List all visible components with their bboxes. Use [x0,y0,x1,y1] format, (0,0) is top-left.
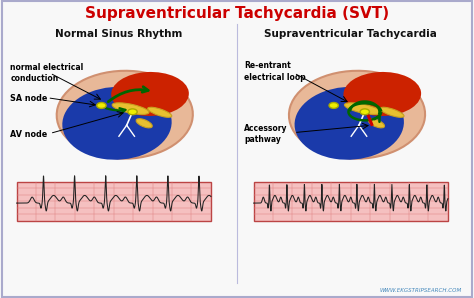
Text: WWW.EKGSTRIPSEARCH.COM: WWW.EKGSTRIPSEARCH.COM [380,288,462,293]
Text: Normal Sinus Rhythm: Normal Sinus Rhythm [55,29,182,39]
Text: normal electrical
conduction: normal electrical conduction [10,63,84,83]
Text: AV node: AV node [10,130,48,139]
Ellipse shape [368,119,384,128]
Text: Accessory
pathway: Accessory pathway [244,124,288,144]
Text: Supraventricular Tachycardia (SVT): Supraventricular Tachycardia (SVT) [85,6,389,21]
Ellipse shape [136,119,152,128]
Ellipse shape [380,107,404,117]
Text: Supraventricular Tachycardia: Supraventricular Tachycardia [264,29,437,39]
Ellipse shape [329,103,338,108]
Ellipse shape [128,109,137,115]
FancyBboxPatch shape [254,182,448,221]
Ellipse shape [360,109,369,115]
Ellipse shape [97,103,106,108]
Ellipse shape [294,87,404,160]
Text: SA node: SA node [10,94,48,103]
Text: Re-entrant
electrical loop: Re-entrant electrical loop [244,61,306,82]
FancyBboxPatch shape [17,182,211,221]
Ellipse shape [345,103,381,114]
Ellipse shape [344,72,421,116]
Ellipse shape [289,71,425,159]
Ellipse shape [62,87,172,160]
Ellipse shape [57,71,193,159]
Ellipse shape [112,103,149,114]
Ellipse shape [148,107,172,117]
Ellipse shape [111,72,189,116]
